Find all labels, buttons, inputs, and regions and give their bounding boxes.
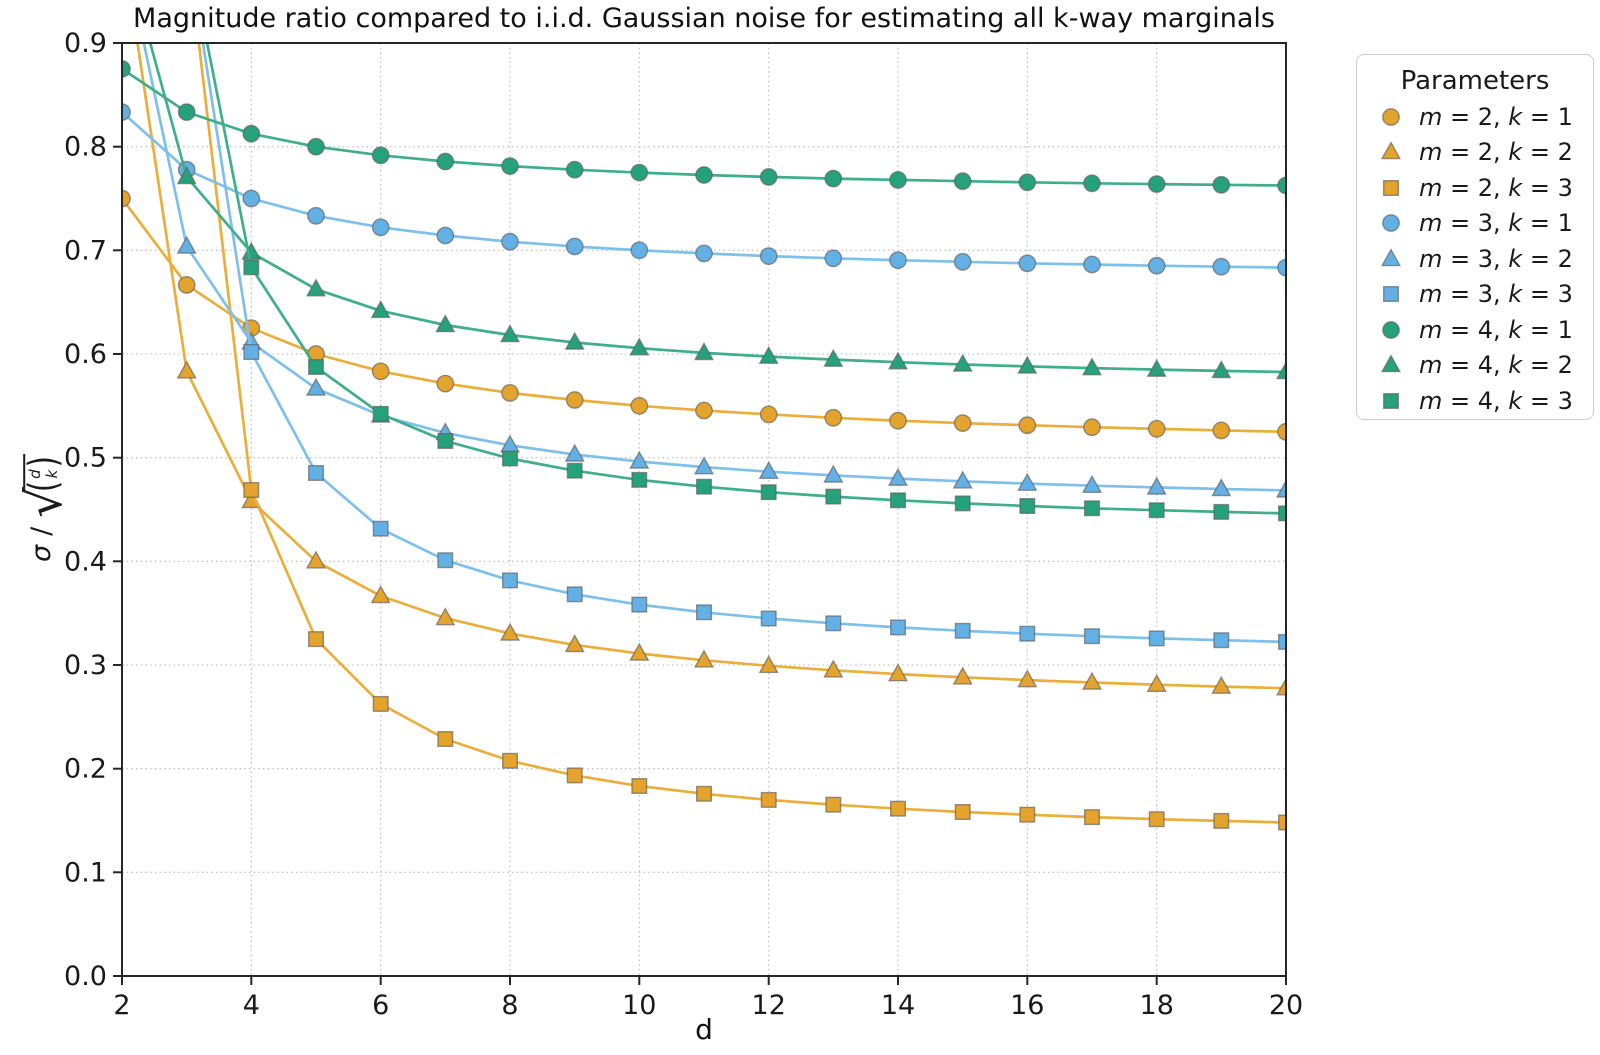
svg-text:12: 12 (752, 990, 786, 1021)
series-m4-k2 (148, 43, 1286, 380)
legend-item-label: m = 2, k = 3 (1419, 173, 1573, 202)
legend-item-m2-k2: m = 2, k = 2 (1357, 135, 1593, 171)
legend-item-m4-k1: m = 4, k = 1 (1357, 312, 1593, 348)
series-markers (243, 259, 1286, 522)
legend-item-m3-k1: m = 3, k = 1 (1357, 206, 1593, 242)
series-m3-k1 (122, 103, 1286, 277)
square-marker-icon (1372, 388, 1410, 414)
legend-item-label: m = 4, k = 2 (1419, 351, 1573, 380)
series-markers (243, 482, 1286, 831)
svg-text:18: 18 (1140, 990, 1174, 1021)
svg-text:0.0: 0.0 (64, 961, 107, 992)
axis-ticks (113, 42, 1287, 985)
series-markers (243, 344, 1286, 650)
svg-text:2: 2 (113, 990, 130, 1021)
svg-text:0.8: 0.8 (64, 132, 107, 163)
legend-item-m2-k3: m = 2, k = 3 (1357, 170, 1593, 206)
y-axis-label: σ / √ ( d k ) (17, 453, 73, 563)
legend-item-label: m = 2, k = 2 (1419, 138, 1573, 167)
square-marker-icon (1372, 281, 1410, 307)
legend-item-label: m = 3, k = 3 (1419, 280, 1573, 309)
svg-text:4: 4 (243, 990, 260, 1021)
ylabel-sigma: σ (26, 544, 58, 563)
svg-text:0.3: 0.3 (64, 650, 107, 681)
ylabel-divide-sign: / (26, 526, 58, 536)
ylabel-binomial: ( d k ) (20, 453, 67, 493)
svg-text:0.7: 0.7 (64, 235, 107, 266)
series-markers (122, 60, 1286, 195)
series-markers (122, 189, 1286, 441)
x-axis-label: d (695, 1013, 713, 1046)
triangle-marker-icon (1372, 352, 1410, 378)
series-markers (176, 166, 1286, 380)
triangle-marker-icon (1372, 139, 1410, 165)
ylabel-binomial-stack: d k (26, 467, 61, 481)
svg-text:6: 6 (372, 990, 389, 1021)
series-m3-k3 (201, 43, 1286, 650)
x-tick-labels: 2 4 6 8 10 12 14 16 18 20 (113, 990, 1303, 1021)
svg-text:16: 16 (1010, 990, 1044, 1021)
ylabel-binomial-top: d (26, 469, 45, 479)
svg-text:14: 14 (881, 990, 915, 1021)
legend-item-label: m = 4, k = 1 (1419, 315, 1573, 344)
series-m4-k1 (122, 60, 1286, 195)
chart-title: Magnitude ratio compared to i.i.d. Gauss… (133, 3, 1275, 34)
square-marker-icon (1372, 175, 1410, 201)
plot-border (121, 42, 1287, 977)
svg-text:0.5: 0.5 (64, 443, 107, 474)
svg-text:8: 8 (501, 990, 518, 1021)
legend-item-m4-k2: m = 4, k = 2 (1357, 348, 1593, 384)
circle-marker-icon (1372, 210, 1410, 236)
series-m2-k1 (122, 189, 1286, 441)
svg-text:10: 10 (622, 990, 656, 1021)
legend-item-label: m = 3, k = 2 (1419, 244, 1573, 273)
svg-text:0.1: 0.1 (64, 857, 107, 888)
svg-text:0.4: 0.4 (64, 546, 107, 577)
legend-item-m3-k2: m = 3, k = 2 (1357, 241, 1593, 277)
legend-item-label: m = 2, k = 1 (1419, 102, 1573, 131)
circle-marker-icon (1372, 317, 1410, 343)
legend-item-m2-k1: m = 2, k = 1 (1357, 99, 1593, 135)
svg-text:0.2: 0.2 (64, 754, 107, 785)
svg-text:0.6: 0.6 (64, 339, 107, 370)
legend-item-label: m = 3, k = 1 (1419, 209, 1573, 238)
svg-text:0.9: 0.9 (64, 28, 107, 59)
series-m4-k3 (205, 43, 1286, 522)
legend-title: Parameters (1400, 66, 1550, 96)
legend-item-m4-k3: m = 4, k = 3 (1357, 383, 1593, 419)
circle-marker-icon (1372, 104, 1410, 130)
series-markers (122, 103, 1286, 277)
legend-item-label: m = 4, k = 3 (1419, 386, 1573, 415)
svg-text:20: 20 (1269, 990, 1303, 1021)
ylabel-binomial-bottom: k (43, 469, 61, 479)
ylabel-right-paren: ) (20, 455, 67, 468)
ylabel-left-paren: ( (20, 480, 67, 493)
legend-item-m3-k3: m = 3, k = 3 (1357, 277, 1593, 313)
legend-items: m = 2, k = 1 m = 2, k = 2 m = 2, k = 3 m = … (1357, 99, 1593, 419)
y-tick-labels: 0.0 0.1 0.2 0.3 0.4 0.5 0.6 0.7 0.8 0.9 (64, 28, 107, 992)
triangle-marker-icon (1372, 246, 1410, 272)
series-m2-k3 (197, 43, 1286, 831)
